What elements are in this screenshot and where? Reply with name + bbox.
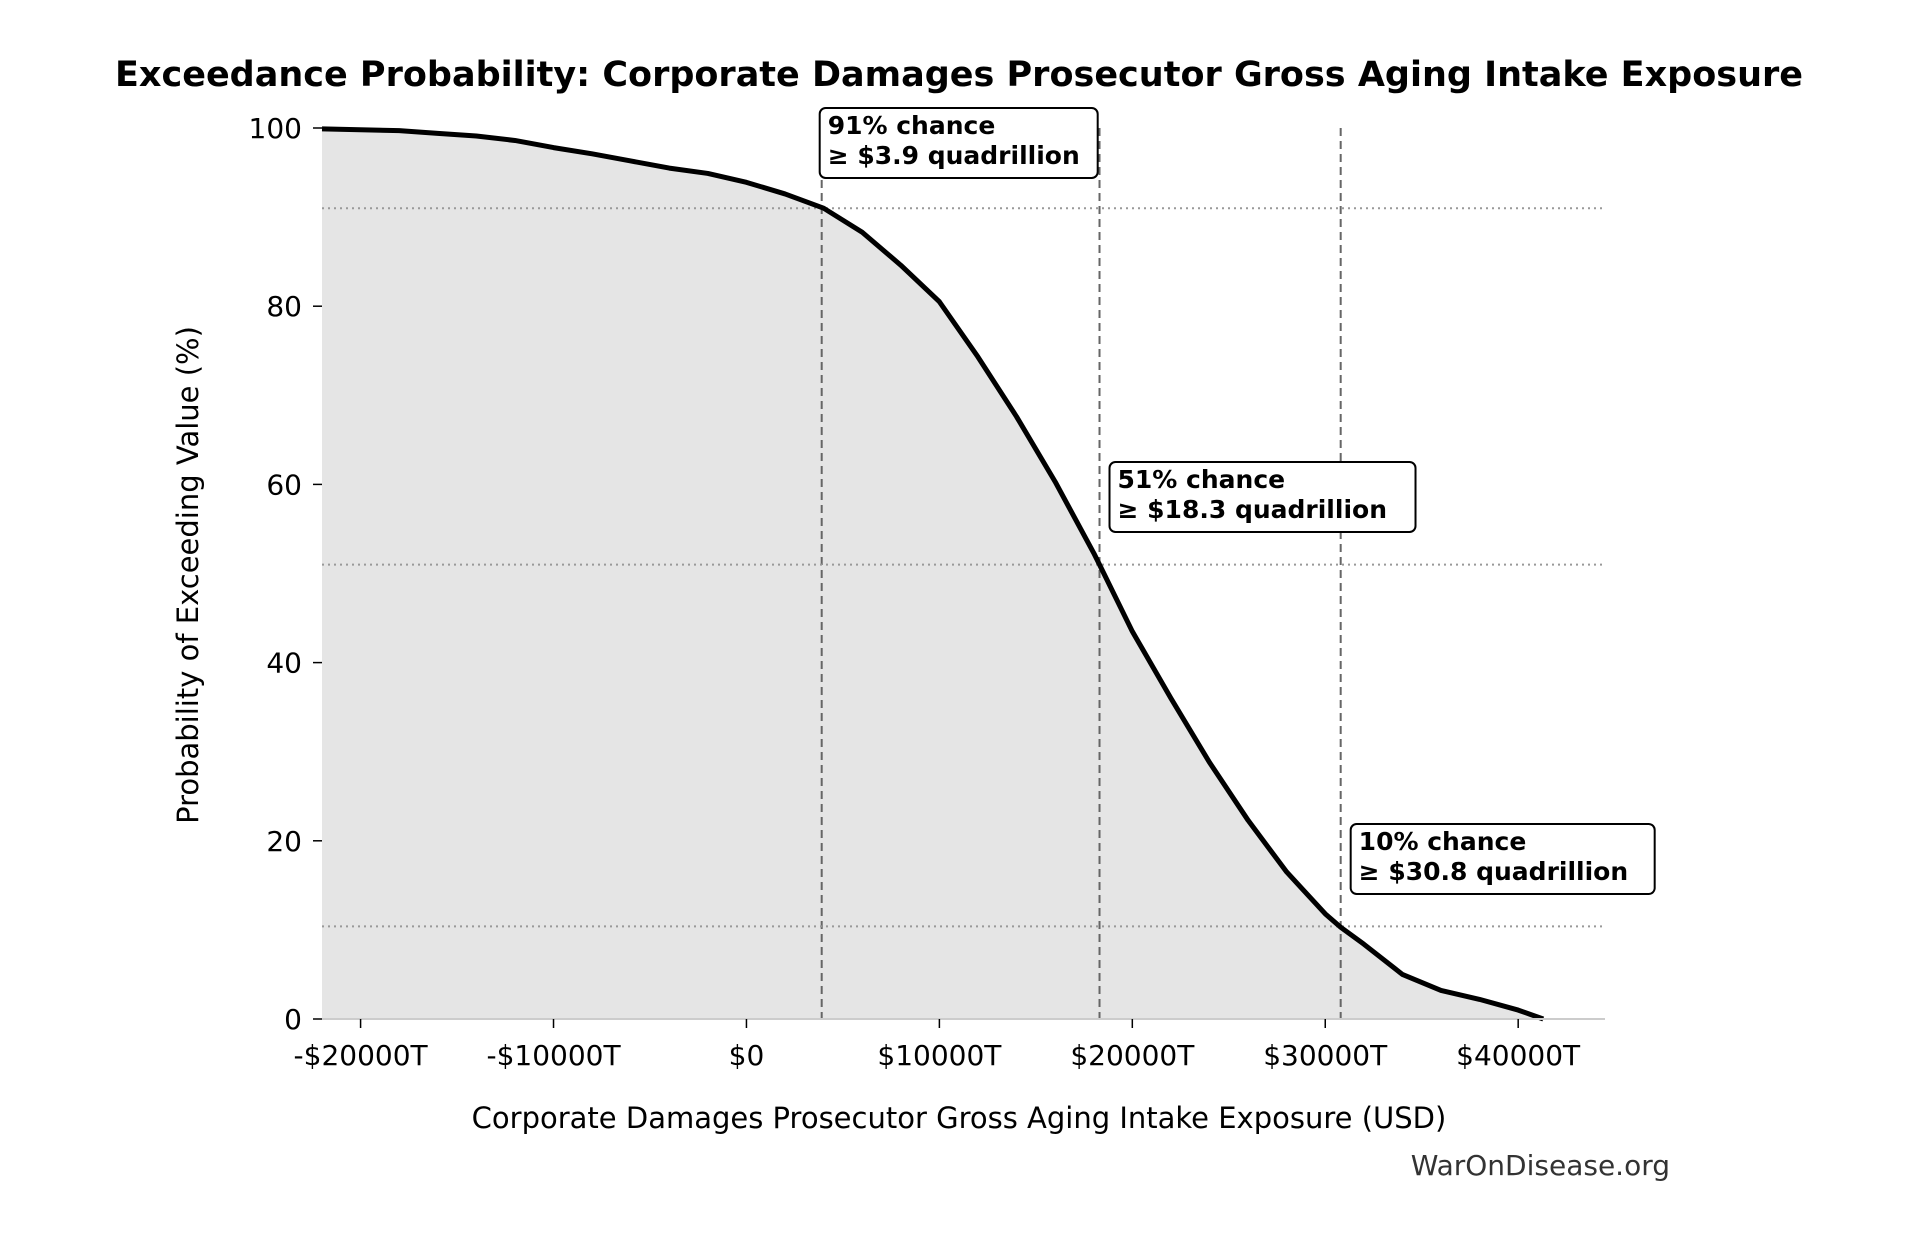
x-tick-label: $30000T — [1263, 1039, 1388, 1072]
y-tick-label: 40 — [266, 647, 302, 680]
annotation-line-2: ≥ $18.3 quadrillion — [1118, 495, 1387, 524]
annotation-line-2: ≥ $30.8 quadrillion — [1359, 857, 1628, 886]
x-tick-label: $40000T — [1456, 1039, 1581, 1072]
y-tick-label: 80 — [266, 290, 302, 323]
annotation-line-2: ≥ $3.9 quadrillion — [828, 141, 1080, 170]
y-tick-label: 100 — [249, 112, 302, 145]
y-axis-label: Probability of Exceeding Value (%) — [171, 326, 205, 824]
y-tick-label: 20 — [266, 825, 302, 858]
x-tick-label: $20000T — [1070, 1039, 1195, 1072]
annotation-line-1: 10% chance — [1359, 827, 1527, 856]
x-tick-label: $10000T — [877, 1039, 1002, 1072]
chart-title: Exceedance Probability: Corporate Damage… — [115, 55, 1803, 95]
annotation-box-3 — [1349, 823, 1656, 895]
x-axis-label: Corporate Damages Prosecutor Gross Aging… — [472, 1101, 1447, 1135]
x-tick-label: -$20000T — [294, 1039, 429, 1072]
x-tick-label: $0 — [729, 1039, 765, 1072]
annotation-box-2 — [1108, 461, 1417, 533]
y-tick-label: 0 — [284, 1003, 302, 1036]
watermark-text: WarOnDisease.org — [1411, 1149, 1670, 1182]
annotation-line-1: 91% chance — [828, 111, 996, 140]
exceedance-area — [322, 128, 1544, 1020]
annotation-box-1 — [818, 107, 1099, 179]
y-tick-label: 60 — [266, 468, 302, 501]
exceedance-curve — [321, 126, 1545, 1022]
annotation-line-1: 51% chance — [1118, 465, 1286, 494]
x-tick-label: -$10000T — [486, 1039, 621, 1072]
